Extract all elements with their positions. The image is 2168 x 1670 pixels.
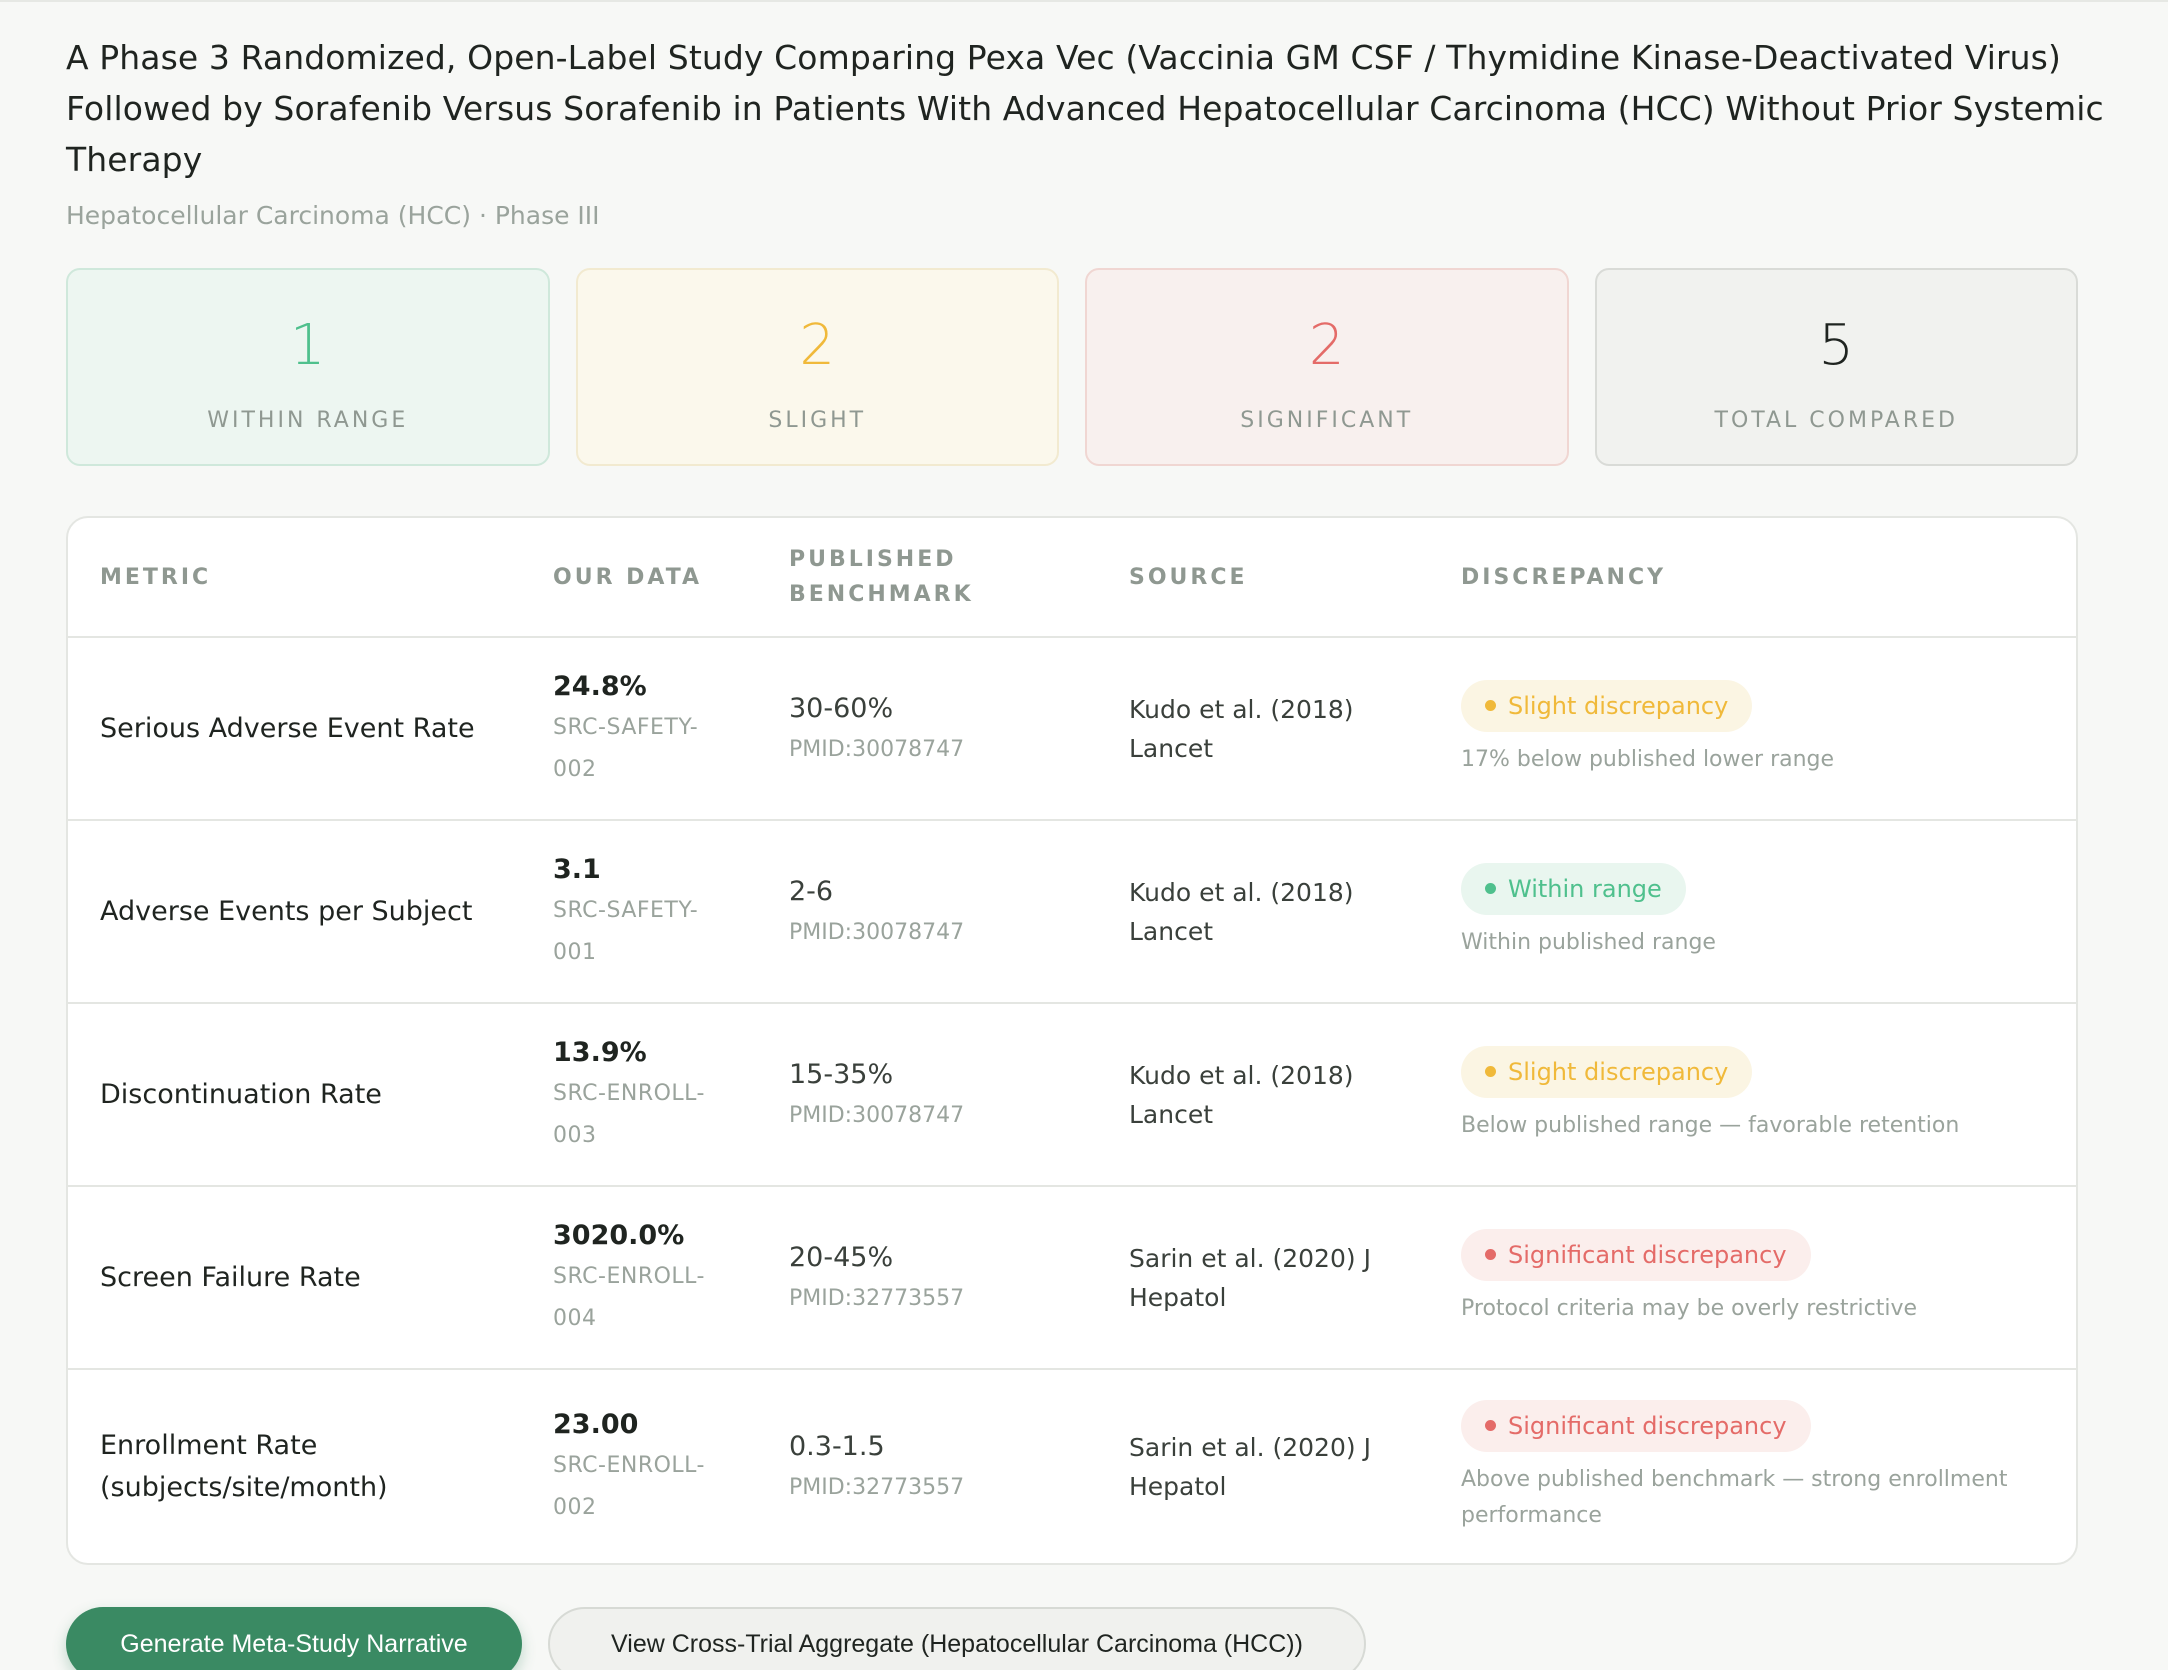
metric-name: Adverse Events per Subject: [100, 895, 473, 927]
table-row: Discontinuation Rate 13.9% SRC-ENROLL-00…: [68, 1004, 2076, 1187]
summary-stats: 1 WITHIN RANGE 2 SLIGHT 2 SIGNIFICANT 5 …: [66, 268, 2078, 466]
discrepancy-note: Above published benchmark — strong enrol…: [1461, 1466, 2008, 1528]
page-title: A Phase 3 Randomized, Open-Label Study C…: [66, 38, 2104, 179]
generate-narrative-button[interactable]: Generate Meta-Study Narrative: [66, 1607, 522, 1670]
status-label: Within range: [1508, 874, 1662, 903]
source-citation: Sarin et al. (2020) J Hepatol: [1129, 1432, 1371, 1501]
benchmark-pmid: PMID:30078747: [789, 919, 965, 945]
benchmark-pmid: PMID:32773557: [789, 1285, 965, 1311]
stat-label: WITHIN RANGE: [207, 408, 409, 433]
our-value: 3020.0%: [553, 1219, 685, 1251]
discrepancy-note: Protocol criteria may be overly restrict…: [1461, 1295, 1918, 1321]
our-value: 24.8%: [553, 670, 647, 702]
table-row: Adverse Events per Subject 3.1 SRC-SAFET…: [68, 821, 2076, 1004]
table-row: Serious Adverse Event Rate 24.8% SRC-SAF…: [68, 638, 2076, 821]
stat-value: 5: [1818, 313, 1855, 378]
stat-value: 2: [799, 313, 836, 378]
metric-name: Discontinuation Rate: [100, 1078, 382, 1110]
our-value: 3.1: [553, 853, 601, 885]
page-subtitle: Hepatocellular Carcinoma (HCC) · Phase I…: [66, 201, 600, 230]
column-header-source: SOURCE: [1129, 564, 1248, 590]
benchmark-pmid: PMID:30078747: [789, 1102, 965, 1128]
column-header-discrepancy: DISCREPANCY: [1461, 564, 1667, 590]
stat-card-slight: 2 SLIGHT: [575, 268, 1059, 466]
status-badge: Significant discrepancy: [1461, 1399, 1811, 1452]
status-badge: Significant discrepancy: [1461, 1228, 1811, 1281]
status-dot-icon: [1485, 1420, 1496, 1431]
column-header-benchmark: PUBLISHED BENCHMARK: [789, 547, 974, 607]
status-label: Slight discrepancy: [1508, 691, 1729, 720]
view-aggregate-button[interactable]: View Cross-Trial Aggregate (Hepatocellul…: [548, 1607, 1366, 1670]
stat-label: TOTAL COMPARED: [1714, 408, 1958, 433]
our-source-id: SRC-ENROLL-004: [553, 1263, 705, 1331]
our-source-id: SRC-SAFETY-001: [553, 897, 699, 965]
stat-card-within-range: 1 WITHIN RANGE: [66, 268, 550, 466]
status-label: Significant discrepancy: [1508, 1240, 1787, 1269]
stat-card-total: 5 TOTAL COMPARED: [1594, 268, 2078, 466]
column-header-metric: METRIC: [100, 564, 212, 590]
stat-label: SIGNIFICANT: [1240, 408, 1414, 433]
our-value: 23.00: [553, 1408, 639, 1440]
source-citation: Kudo et al. (2018) Lancet: [1129, 1060, 1354, 1129]
benchmark-value: 30-60%: [789, 692, 894, 724]
metric-name: Screen Failure Rate: [100, 1261, 361, 1293]
source-citation: Sarin et al. (2020) J Hepatol: [1129, 1243, 1371, 1312]
source-citation: Kudo et al. (2018) Lancet: [1129, 877, 1354, 946]
discrepancy-note: Below published range — favorable retent…: [1461, 1112, 1960, 1138]
benchmark-pmid: PMID:32773557: [789, 1474, 965, 1500]
our-source-id: SRC-ENROLL-002: [553, 1452, 705, 1520]
action-bar: Generate Meta-Study Narrative View Cross…: [66, 1607, 2078, 1670]
stat-card-significant: 2 SIGNIFICANT: [1085, 268, 1569, 466]
our-source-id: SRC-SAFETY-002: [553, 714, 699, 782]
status-label: Significant discrepancy: [1508, 1411, 1787, 1440]
source-citation: Kudo et al. (2018) Lancet: [1129, 694, 1354, 763]
benchmark-value: 2-6: [789, 875, 834, 907]
benchmark-table: METRIC OUR DATA PUBLISHED BENCHMARK SOUR…: [66, 516, 2078, 1565]
status-badge: Within range: [1461, 862, 1686, 915]
discrepancy-note: Within published range: [1461, 929, 1716, 955]
benchmark-value: 0.3-1.5: [789, 1430, 885, 1462]
status-dot-icon: [1485, 1066, 1496, 1077]
status-label: Slight discrepancy: [1508, 1057, 1729, 1086]
stat-value: 1: [289, 313, 326, 378]
column-header-our-data: OUR DATA: [553, 564, 703, 590]
status-badge: Slight discrepancy: [1461, 679, 1753, 732]
stat-value: 2: [1308, 313, 1345, 378]
table-row: Screen Failure Rate 3020.0% SRC-ENROLL-0…: [68, 1187, 2076, 1370]
benchmark-value: 15-35%: [789, 1058, 894, 1090]
benchmark-pmid: PMID:30078747: [789, 736, 965, 762]
metric-name: Serious Adverse Event Rate: [100, 712, 475, 744]
our-source-id: SRC-ENROLL-003: [553, 1080, 705, 1148]
status-badge: Slight discrepancy: [1461, 1045, 1753, 1098]
stat-label: SLIGHT: [768, 408, 867, 433]
metric-name: Enrollment Rate (subjects/site/month): [100, 1429, 388, 1503]
status-dot-icon: [1485, 700, 1496, 711]
table-header: METRIC OUR DATA PUBLISHED BENCHMARK SOUR…: [68, 518, 2076, 638]
table-row: Enrollment Rate (subjects/site/month) 23…: [68, 1370, 2076, 1563]
status-dot-icon: [1485, 1249, 1496, 1260]
benchmark-value: 20-45%: [789, 1241, 894, 1273]
status-dot-icon: [1485, 883, 1496, 894]
discrepancy-note: 17% below published lower range: [1461, 746, 1835, 772]
our-value: 13.9%: [553, 1036, 647, 1068]
